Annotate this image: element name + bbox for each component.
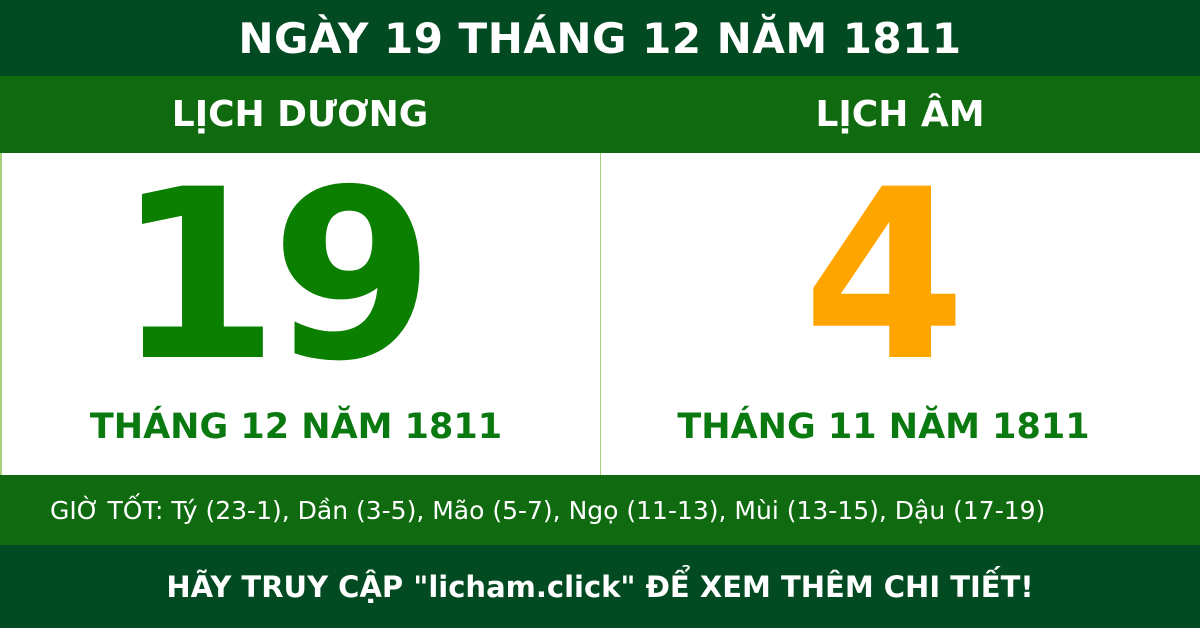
calendar-body: 19 THÁNG 12 NĂM 1811 4 THÁNG 11 NĂM 1811 xyxy=(0,153,1200,475)
good-hours: GIỜ TỐT: Tý (23-1), Dần (3-5), Mão (5-7)… xyxy=(0,475,1200,545)
lunar-heading: LỊCH ÂM xyxy=(815,94,985,135)
lunar-column: 4 THÁNG 11 NĂM 1811 xyxy=(601,153,1200,475)
lunar-day: 4 xyxy=(802,157,967,397)
calendar-headings: LỊCH DƯƠNG LỊCH ÂM xyxy=(0,76,1200,153)
solar-heading: LỊCH DƯƠNG xyxy=(171,94,429,135)
solar-column: 19 THÁNG 12 NĂM 1811 xyxy=(2,153,601,475)
page-title: NGÀY 19 THÁNG 12 NĂM 1811 xyxy=(0,0,1200,76)
solar-day: 19 xyxy=(115,157,434,397)
footer-cta: HÃY TRUY CẬP "licham.click" ĐỂ XEM THÊM … xyxy=(0,545,1200,628)
solar-month-year: THÁNG 12 NĂM 1811 xyxy=(89,407,503,447)
lunar-month-year: THÁNG 11 NĂM 1811 xyxy=(677,407,1090,447)
